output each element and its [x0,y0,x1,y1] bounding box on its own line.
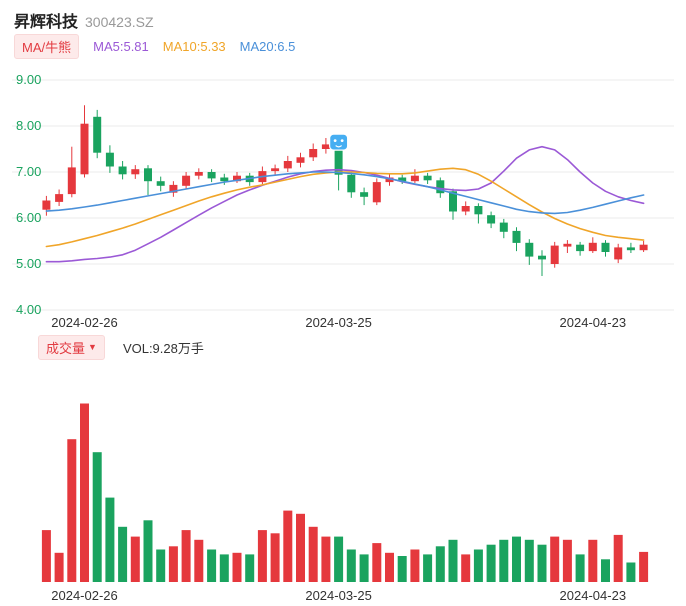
stock-name: 昇辉科技 [14,14,79,31]
ma10-legend: MA10:5.33 [162,38,226,54]
svg-text:2024-04-23: 2024-04-23 [560,588,627,603]
volume-header-row: 成交量 ▼ VOL:9.28万手 [0,332,686,362]
dropdown-arrow-icon: ▼ [88,342,97,352]
svg-text:2024-03-25: 2024-03-25 [305,315,372,330]
svg-text:2024-02-26: 2024-02-26 [51,315,118,330]
ai-badge-icon[interactable] [329,133,349,151]
stock-code: 300423.SZ [85,14,154,30]
volume-label: 成交量 [46,340,86,356]
svg-text:4.00: 4.00 [16,302,41,317]
ma5-legend: MA5:5.81 [93,38,149,54]
volume-dropdown-button[interactable]: 成交量 ▼ [38,334,105,360]
header: 昇辉科技 300423.SZ [0,0,686,31]
svg-text:5.00: 5.00 [16,256,41,271]
volume-value: VOL:9.28万手 [122,340,204,356]
ma20-legend: MA20:6.5 [239,38,296,54]
svg-text:2024-04-23: 2024-04-23 [560,315,627,330]
candlestick-chart[interactable]: 9.00 8.00 7.00 6.00 5.00 4.00 2024-02-26 2024-0… [0,60,686,332]
svg-text:8.00: 8.00 [16,118,41,133]
volume-chart[interactable]: 2024-02-26 2024-03-25 2024-04-23 [0,362,686,606]
svg-text:7.00: 7.00 [16,164,41,179]
ma-legend-row: MA/牛熊 MA5:5.81 MA10:5.33 MA20:6.5 [0,30,686,60]
svg-text:2024-02-26: 2024-02-26 [51,588,118,603]
svg-text:9.00: 9.00 [16,72,41,87]
svg-text:6.00: 6.00 [16,210,41,225]
ma-toggle-button[interactable]: MA/牛熊 [14,33,80,59]
svg-text:2024-03-25: 2024-03-25 [305,588,372,603]
